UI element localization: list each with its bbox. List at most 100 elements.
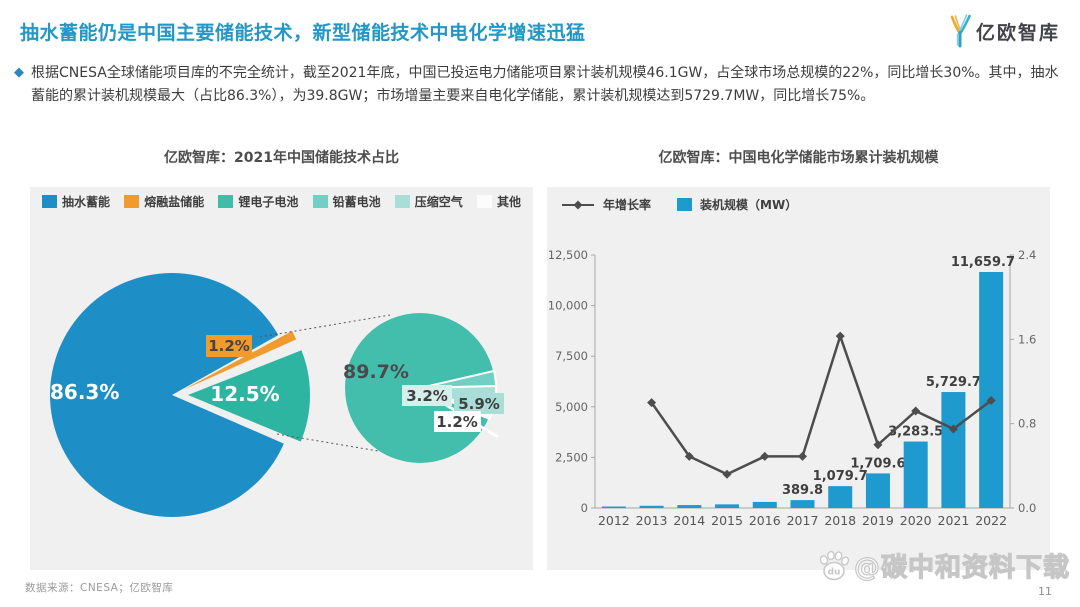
x-axis-label-2014: 2014 (673, 513, 705, 528)
data-source-note: 数据来源：CNESA；亿欧智库 (25, 582, 174, 594)
logo-y-icon (950, 14, 971, 48)
summary-text: 根据CNESA全球储能项目库的不完全统计，截至2021年底，中国已投运电力储能项… (31, 65, 1059, 104)
label-1-2-main: 1.2% (208, 337, 250, 355)
bar-2013 (639, 505, 664, 508)
legend-label: 锂电子电池 (238, 195, 299, 209)
logo: 亿欧智库 (946, 14, 1060, 48)
growth-rate-marker (647, 398, 657, 408)
x-axis-label-2019: 2019 (862, 513, 894, 528)
x-axis-label-2013: 2013 (636, 513, 668, 528)
right-axis-tick-label: 1.6 (1018, 332, 1036, 346)
bar-value-label-2021: 5,729.7 (926, 375, 981, 390)
diamond-bullet-icon: ◆ (14, 65, 24, 80)
left-axis-tick-label: 5,000 (555, 400, 588, 414)
left-axis-tick-label: 7,500 (555, 349, 588, 363)
paw-icon: du (819, 550, 850, 580)
legend-label: 其他 (496, 195, 521, 209)
x-axis-label-2017: 2017 (787, 513, 819, 528)
label-86-3: 86.3% (50, 380, 119, 404)
x-axis-label-2016: 2016 (749, 513, 781, 528)
right-axis-tick-label: 0.0 (1018, 501, 1036, 515)
x-axis-label-2020: 2020 (900, 513, 932, 528)
legend-swatch-icon (42, 195, 57, 208)
bar-value-label-2017: 389.8 (782, 483, 823, 498)
x-axis-label-2015: 2015 (711, 513, 743, 528)
legend-label: 熔融盐储能 (144, 195, 205, 209)
growth-rate-marker (798, 451, 807, 461)
installed-capacity-swatch-icon (677, 198, 693, 211)
bar-2012 (601, 506, 626, 508)
label-box-other (434, 411, 481, 432)
x-axis-label-2022: 2022 (975, 513, 1007, 528)
bar-2020 (903, 441, 928, 508)
summary-paragraph: ◆ 根据CNESA全球储能项目库的不完全统计，截至2021年底，中国已投运电力储… (14, 62, 1068, 107)
label-89-7: 89.7% (343, 361, 409, 383)
pie-legend-item: 抽水蓄能 (42, 193, 110, 210)
growth-rate-line (650, 334, 992, 476)
bar-chart-title: 亿欧智库：中国电化学储能市场累计装机规模 (658, 150, 939, 166)
pie-chart-title: 亿欧智库：2021年中国储能技术占比 (164, 150, 399, 166)
growth-rate-marker (684, 451, 694, 461)
pie-legend-item: 熔融盐储能 (124, 193, 204, 210)
bar-value-label-2022: 11,659.7 (951, 255, 1015, 270)
pie-slice-new-storage (188, 350, 310, 442)
connector-line-bottom (276, 433, 385, 453)
label-3-2: 3.2% (406, 387, 448, 405)
bar-value-label-2019: 1,709.6 (850, 456, 905, 471)
bar-2014 (677, 505, 702, 508)
installed-capacity-legend-label: 装机规模（MW） (700, 198, 798, 212)
watermark: du @碳中和资料下载 (817, 547, 1070, 584)
right-axis-tick-label: 0.8 (1018, 417, 1036, 431)
bar-value-label-2020: 3,283.5 (888, 425, 943, 440)
bar-2022 (979, 272, 1004, 508)
bar-2016 (752, 501, 777, 508)
legend-swatch-icon (394, 195, 410, 208)
pie-legend-item: 其他 (476, 193, 521, 210)
pie-of-pie-chart: 86.3%1.2%12.5%89.7%3.2% 5.9%1.2% (50, 273, 504, 517)
logo-text: 亿欧智库 (975, 21, 1060, 44)
label-box-molten-salt (206, 335, 252, 357)
label-1-2-secondary: 1.2% (436, 413, 478, 431)
growth-rate-legend-label: 年增长率 (603, 198, 652, 212)
growth-line-legend-icon (562, 200, 594, 209)
growth-rate-marker (835, 331, 845, 341)
legend-swatch-icon (312, 195, 328, 208)
left-axis-tick-label: 0 (581, 501, 588, 515)
legend-label: 压缩空气 (414, 195, 463, 209)
label-5-9: 5.9% (458, 395, 500, 413)
watermark-text: @碳中和资料下载 (853, 552, 1070, 583)
bar-2021 (941, 392, 966, 508)
label-12-5: 12.5% (210, 382, 279, 406)
bar-value-label-2018: 1,079.7 (813, 469, 868, 484)
bar-2019 (865, 473, 890, 508)
pie-legend-item: 压缩空气 (394, 193, 463, 210)
pie-legend-item: 锂电子电池 (218, 193, 298, 210)
bar-chart-panel: 年增长率 装机规模（MW） 0 2,500 5,000 7,500 10,000 12,5… (547, 187, 1050, 570)
legend-swatch-icon (218, 195, 234, 208)
left-axis-tick-label: 12,500 (548, 248, 588, 262)
pie-chart-panel: 抽水蓄能 熔融盐储能 锂电子电池 铅蓄电池 压缩空气 其他 86.3% 1.2% 12.5% 8… (30, 187, 533, 570)
bar-line-chart: 0 2,500 5,000 7,500 10,000 12,500 0.0 0.8 1.6 2.4… (548, 248, 1037, 528)
pie-slice-molten-salt (183, 330, 297, 390)
legend-label: 抽水蓄能 (62, 195, 111, 209)
x-axis-label-2012: 2012 (598, 513, 630, 528)
pie-legend-item: 铅蓄电池 (312, 193, 381, 210)
legend-label: 铅蓄电池 (332, 195, 381, 209)
bar-chart-legend: 年增长率 装机规模（MW） (561, 196, 797, 213)
x-axis-label-2018: 2018 (824, 513, 856, 528)
label-box-compressed-air (454, 393, 504, 414)
growth-rate-marker (873, 440, 883, 450)
growth-rate-marker (722, 469, 732, 479)
page-title: 抽水蓄能仍是中国主要储能技术，新型储能技术中电化学增速迅猛 (20, 22, 586, 44)
bar-2018 (828, 486, 853, 508)
bar-2015 (715, 504, 740, 508)
bar-2017 (790, 500, 815, 508)
left-axis-tick-label: 2,500 (555, 450, 588, 464)
legend-swatch-icon (476, 195, 492, 208)
left-axis-tick-label: 10,000 (548, 299, 588, 313)
label-box-lead-acid (402, 385, 452, 406)
growth-rate-marker (911, 406, 921, 416)
paw-du-label: du (828, 567, 841, 577)
connector-line-top (259, 314, 391, 338)
